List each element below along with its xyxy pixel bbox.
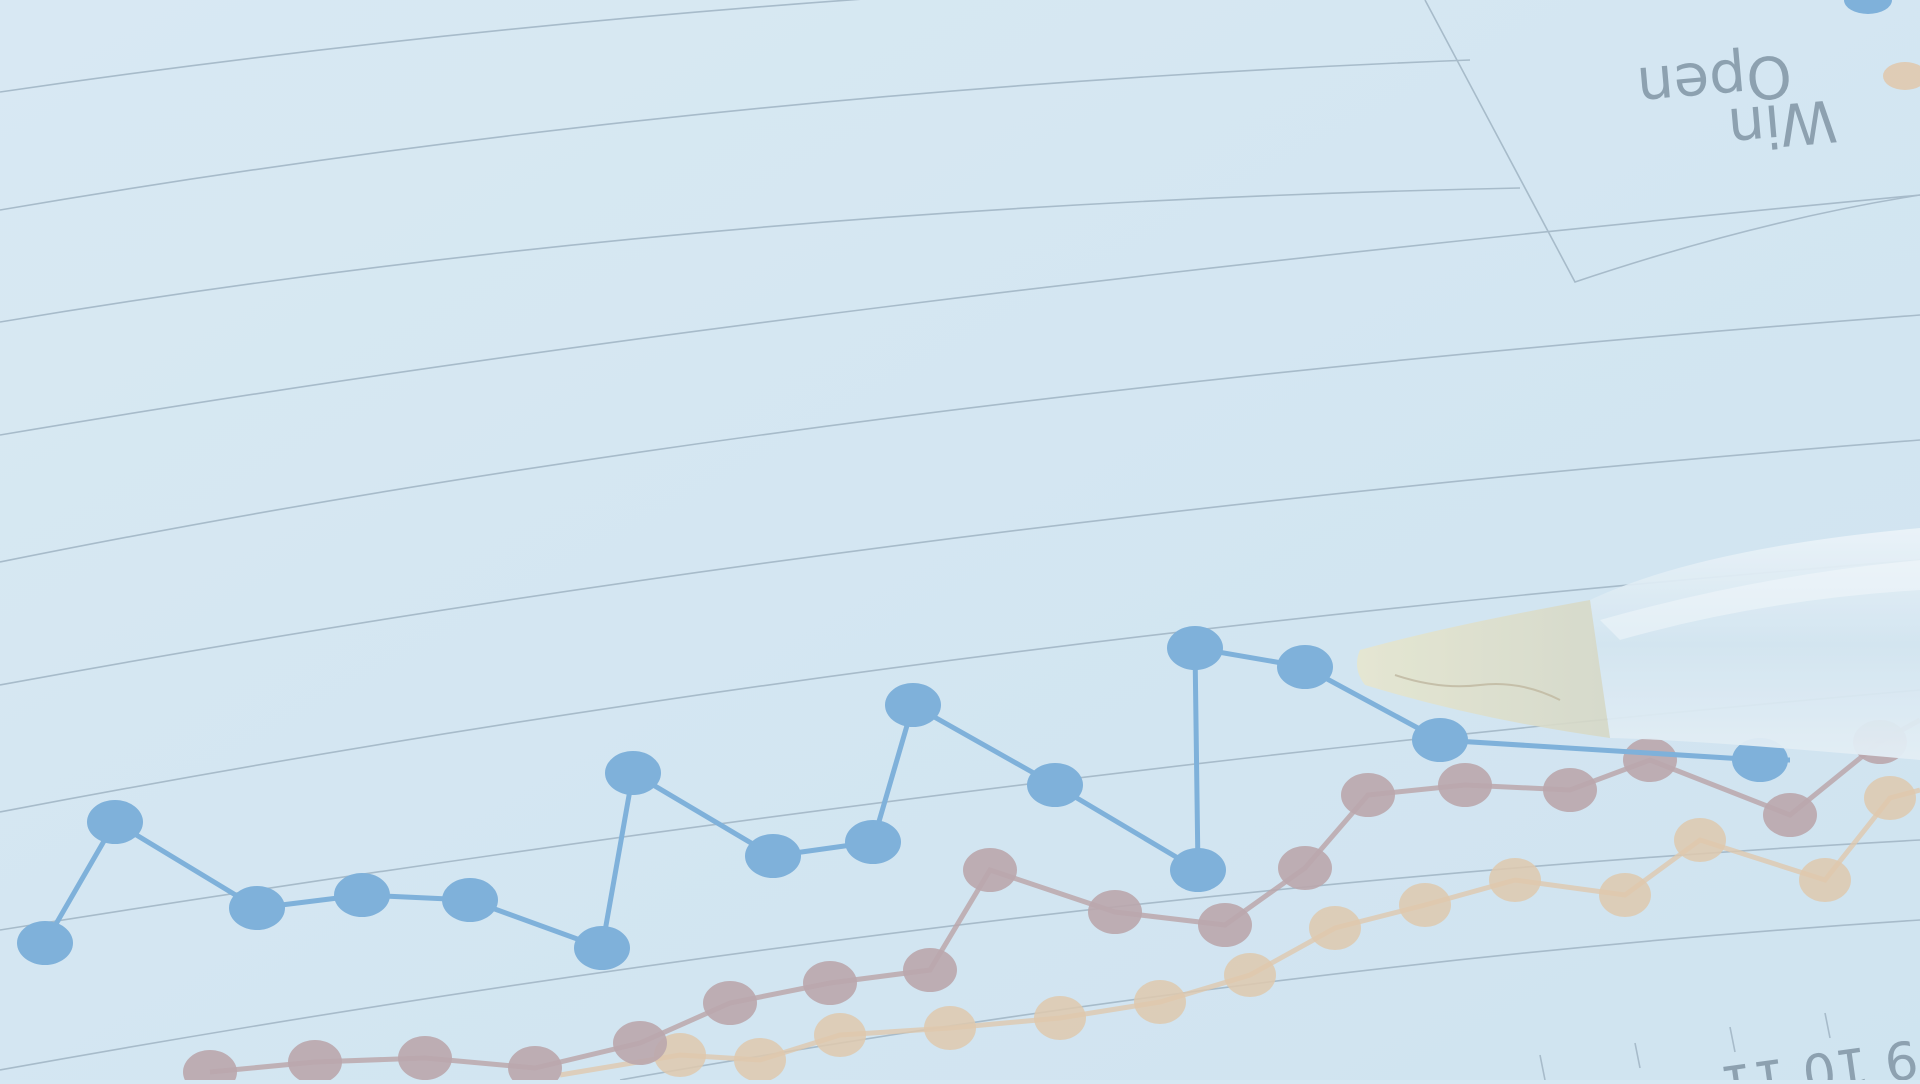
- x-tick: [1634, 1042, 1641, 1069]
- series-blue-point: [605, 751, 661, 795]
- x-tick: [1729, 1026, 1736, 1053]
- series-mauve-point: [508, 1046, 562, 1084]
- pen: [1356, 528, 1920, 760]
- series-gold-point: [924, 1006, 976, 1050]
- pen-body: [1590, 528, 1920, 760]
- legend-win-swatch: [1883, 62, 1920, 90]
- series-gold-point: [1034, 996, 1086, 1040]
- series-gold-point: [1674, 818, 1726, 862]
- grid-line: [0, 187, 1521, 323]
- pen-body-highlight: [1600, 560, 1920, 640]
- series-blue-point: [1412, 718, 1468, 762]
- series-blue-point: [334, 873, 390, 917]
- series-mauve-point: [1763, 793, 1817, 837]
- series-mauve-point: [398, 1036, 452, 1080]
- legend: Open Win: [1634, 0, 1920, 163]
- series-mauve-point: [703, 981, 757, 1025]
- series-mauve-point: [1341, 773, 1395, 817]
- series-gold: [559, 776, 1920, 1082]
- series-mauve-point: [1543, 768, 1597, 812]
- x-tick: [1824, 1012, 1831, 1039]
- series-blue-point: [885, 683, 941, 727]
- series-gold-point: [1489, 858, 1541, 902]
- series-gold-point: [1864, 776, 1916, 820]
- series-blue-point: [442, 878, 498, 922]
- grid-line: [0, 194, 1920, 436]
- series-mauve-point: [803, 961, 857, 1005]
- series-gold-point: [1399, 883, 1451, 927]
- series-blue-point: [229, 886, 285, 930]
- series-gold-point: [734, 1038, 786, 1082]
- x-tick: [1539, 1054, 1546, 1081]
- series-blue-point: [17, 921, 73, 965]
- series-gold-point: [814, 1013, 866, 1057]
- legend-open-swatch: [1844, 0, 1892, 14]
- series-mauve-point: [1198, 903, 1252, 947]
- series-blue-point: [745, 834, 801, 878]
- series-mauve-point: [1623, 738, 1677, 782]
- grid-line: [0, 839, 1920, 1071]
- series-blue-point: [1167, 626, 1223, 670]
- series-blue-point: [87, 800, 143, 844]
- series-blue-point: [1027, 763, 1083, 807]
- legend-open-label: Open: [1634, 41, 1794, 122]
- series-blue-point: [574, 926, 630, 970]
- series-mauve-point: [1088, 890, 1142, 934]
- series-gold-point: [1134, 980, 1186, 1024]
- series-mauve-point: [963, 848, 1017, 892]
- pen-tip: [1356, 600, 1610, 738]
- series-mauve-point: [1438, 763, 1492, 807]
- series-blue-point: [1277, 645, 1333, 689]
- series-mauve-point: [903, 948, 957, 992]
- series-blue-point: [1732, 738, 1788, 782]
- series-blue: [17, 626, 1790, 970]
- series-blue-point: [845, 820, 901, 864]
- grid-line: [0, 59, 1471, 211]
- series-blue-point: [1170, 848, 1226, 892]
- legend-box-border: [1424, 0, 1920, 283]
- series-gold-point: [1799, 858, 1851, 902]
- series-gold-point: [654, 1033, 706, 1077]
- series-mauve-point: [183, 1050, 237, 1084]
- grid-line: [0, 439, 1920, 686]
- series-mauve-point: [613, 1021, 667, 1065]
- grid-line: [0, 314, 1920, 563]
- series-gold-point: [1599, 873, 1651, 917]
- series-gold-point: [1224, 953, 1276, 997]
- grid-line: [0, 559, 1920, 813]
- x-axis-ticks: [1539, 1012, 1831, 1081]
- series-mauve-point: [1278, 846, 1332, 890]
- grid-line: [0, 0, 861, 93]
- series-mauve-point: [288, 1040, 342, 1084]
- legend-win-label: Win: [1725, 86, 1839, 163]
- pen-tip-engraving: [1394, 674, 1561, 701]
- series-gold-point: [1309, 906, 1361, 950]
